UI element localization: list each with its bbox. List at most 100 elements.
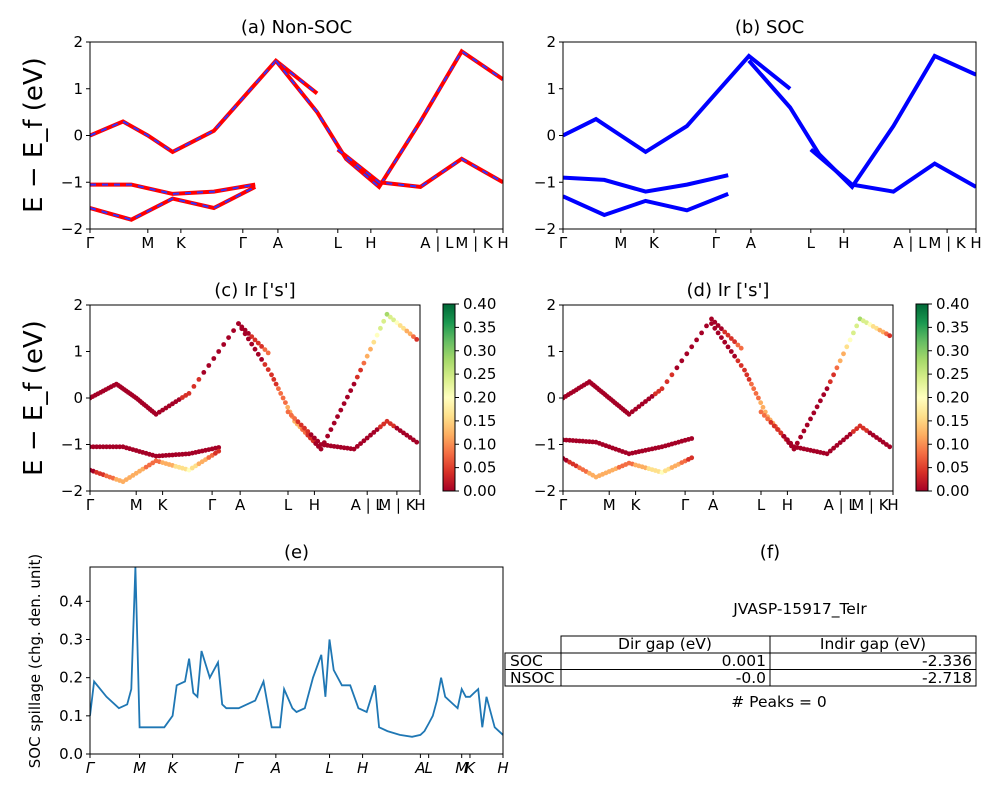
band-point (775, 427, 780, 432)
band-point (397, 323, 403, 328)
band-point (841, 437, 846, 443)
panel-title-b: (b) SOC (735, 17, 804, 38)
x-tick-label: K (465, 759, 476, 777)
table-header-dir: Dir gap (eV) (618, 635, 712, 653)
band-point (211, 356, 217, 361)
y-tick-label: 0 (73, 389, 83, 407)
band-point (107, 444, 113, 450)
x-tick-label: M (603, 496, 616, 514)
x-tick-label: A | L (893, 234, 927, 252)
band-point (765, 416, 770, 422)
band-line (90, 182, 256, 196)
y-tick-label: 0.2 (59, 669, 83, 687)
x-tick-label: K (168, 759, 179, 777)
y-tick-label: 0 (546, 389, 556, 407)
x-tick-label: L (807, 234, 816, 252)
band-point (358, 367, 363, 373)
x-tick-label: A | L (824, 496, 858, 514)
y-tick-label: −2 (61, 220, 83, 238)
band-point (358, 441, 363, 446)
band-point (186, 391, 192, 396)
band-point (758, 400, 764, 406)
band-point (831, 372, 836, 378)
table-row-soc-label: SOC (510, 652, 543, 670)
band-point (391, 317, 396, 323)
x-tick-label: A (270, 759, 281, 777)
band-point (626, 411, 632, 417)
band-point (259, 357, 264, 362)
colorbar-tick-label: 0.15 (463, 412, 496, 430)
table-row-nsoc-indir: -2.718 (922, 669, 972, 687)
band-point (768, 420, 774, 425)
band-line (90, 57, 319, 155)
band-point (117, 444, 123, 450)
band-point (674, 365, 680, 371)
band-point (262, 362, 268, 367)
x-tick-label: Γ (86, 496, 95, 514)
x-tick-label: M (141, 234, 154, 252)
x-tick-label: L (424, 759, 432, 777)
band-point (715, 323, 721, 328)
band-point (378, 325, 383, 331)
colorbar-tick-label: 0.30 (936, 342, 969, 360)
panel-title-a: (a) Non-SOC (241, 17, 352, 38)
band-line (336, 147, 503, 189)
colorbar-tick-label: 0.20 (463, 389, 496, 407)
band-point (814, 404, 820, 410)
band-line-dash (337, 148, 503, 188)
band-point (407, 435, 413, 440)
band-point (292, 416, 297, 421)
x-tick-label: K (631, 496, 642, 514)
band-point (345, 394, 350, 400)
band-point (778, 430, 784, 436)
plot-area-c (90, 311, 420, 485)
table-row-soc-dir: 0.001 (722, 652, 766, 670)
band-point (114, 444, 119, 450)
band-point (273, 381, 279, 387)
band-point (735, 342, 741, 348)
x-tick-label: Γ (681, 496, 690, 514)
colorbar-tick-label: 0.40 (463, 295, 496, 313)
band-point (725, 344, 731, 350)
band-point (715, 330, 721, 336)
y-tick-label: 2 (73, 296, 83, 314)
band-point (374, 427, 380, 432)
colorbar-tick-label: 0.00 (936, 482, 969, 500)
band-point (837, 440, 843, 445)
band-point (728, 349, 734, 354)
band-point (749, 381, 754, 387)
y-tick-label: 1 (73, 80, 83, 98)
x-tick-label: H (357, 759, 368, 777)
plot-area-a (90, 48, 503, 222)
x-tick-label: M | K (928, 234, 967, 252)
band-point (312, 435, 317, 441)
band-point (318, 446, 324, 452)
band-point (374, 332, 380, 338)
band-point (381, 421, 387, 427)
band-point (351, 381, 357, 387)
band-point (361, 438, 367, 444)
x-tick-label: M | K (455, 234, 494, 252)
band-point (746, 377, 752, 382)
band-point (669, 372, 675, 378)
band-point (732, 339, 737, 345)
y-tick-label: 0.4 (59, 592, 83, 610)
x-tick-label: Γ (559, 496, 568, 514)
panel-e: (e)0.00.10.20.30.4Γ M K Γ A L H AL MK H (59, 542, 509, 777)
band-point (851, 429, 856, 434)
x-tick-label: M (614, 234, 627, 252)
band-point (854, 323, 860, 329)
band-point (834, 443, 840, 448)
band-point (364, 435, 370, 441)
x-tick-label: Γ (239, 234, 248, 252)
x-tick-label: A | L (351, 496, 385, 514)
band-point (709, 316, 714, 322)
band-point (255, 351, 261, 357)
y-tick-label: −2 (61, 482, 83, 500)
band-point (719, 335, 724, 340)
x-tick-label: A (414, 759, 425, 777)
colorbar-d (915, 303, 929, 492)
band-point (728, 336, 734, 341)
